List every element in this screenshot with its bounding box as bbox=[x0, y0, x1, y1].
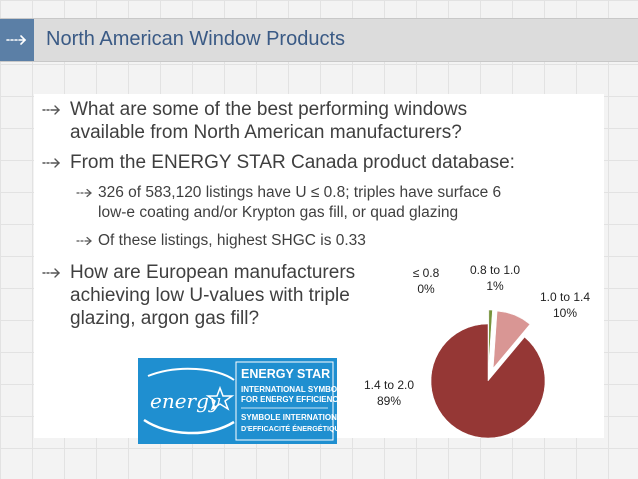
bullet-1-line-1: What are some of the best performing win… bbox=[70, 99, 468, 120]
logo-line-1: ENERGY STAR bbox=[241, 367, 330, 381]
logo-script: energy bbox=[150, 389, 221, 413]
logo-line-5: D'EFFICACITÉ ÉNERGÉTIQUE bbox=[241, 424, 337, 433]
logo-line-4: SYMBOLE INTERNATIONAL bbox=[241, 413, 337, 422]
bullet-3-line-1: 326 of 583,120 listings have U ≤ 0.8; tr… bbox=[98, 184, 502, 201]
arrow-bullet-icon bbox=[76, 236, 92, 246]
bullet-4: Of these listings, highest SHGC is 0.33 bbox=[76, 231, 366, 251]
arrow-bullet-icon bbox=[42, 105, 60, 115]
title-bar: North American Window Products bbox=[0, 18, 638, 62]
pie-label-0-8-1-0: 0.8 to 1.0 1% bbox=[462, 262, 528, 294]
arrow-icon bbox=[6, 35, 27, 45]
bullet-5-line-2: achieving low U-values with triple bbox=[70, 285, 350, 306]
bullet-5: How are European manufacturers achieving… bbox=[42, 261, 355, 330]
bullet-1-line-2: available from North American manufactur… bbox=[70, 122, 462, 143]
bullet-2-line-1: From the ENERGY STAR Canada product data… bbox=[70, 152, 515, 173]
logo-line-3: FOR ENERGY EFFICIENCY bbox=[241, 395, 337, 404]
arrow-bullet-icon bbox=[42, 268, 60, 278]
title-arrow-box bbox=[0, 19, 34, 61]
slide-title: North American Window Products bbox=[46, 28, 346, 50]
pie-label-1-0-1-4-range: 1.0 to 1.4 bbox=[539, 290, 591, 304]
pie-label-0-8-1-0-range: 0.8 to 1.0 bbox=[469, 263, 521, 277]
energy-star-logo-graphic: energy ENERGY STAR INTERNATIONAL SYMBOL … bbox=[138, 358, 348, 444]
bullet-1: What are some of the best performing win… bbox=[42, 98, 467, 144]
pie-label-1-0-1-4-pct: 10% bbox=[552, 306, 578, 320]
logo-line-2: INTERNATIONAL SYMBOL bbox=[241, 385, 337, 394]
bullet-3-line-2: low-e coating and/or Krypton gas fill, o… bbox=[98, 204, 459, 221]
pie-label-1-4-2-0-range: 1.4 to 2.0 bbox=[363, 378, 415, 392]
energy-star-logo: energy ENERGY STAR INTERNATIONAL SYMBOL … bbox=[138, 358, 348, 444]
pie-label-1-0-1-4: 1.0 to 1.4 10% bbox=[530, 289, 600, 321]
pie-label-0-8-1-0-pct: 1% bbox=[486, 279, 504, 293]
pie-label-1-4-2-0: 1.4 to 2.0 89% bbox=[358, 377, 420, 409]
bullet-5-line-1: How are European manufacturers bbox=[70, 262, 356, 283]
bullet-2: From the ENERGY STAR Canada product data… bbox=[42, 151, 515, 174]
pie-label-le-0-8: ≤ 0.8 0% bbox=[407, 265, 445, 297]
arrow-bullet-icon bbox=[42, 158, 60, 168]
arrow-bullet-icon bbox=[76, 188, 92, 198]
pie-label-le-0-8-pct: 0% bbox=[417, 282, 435, 296]
bullet-5-line-3: glazing, argon gas fill? bbox=[70, 308, 260, 329]
bullet-3: 326 of 583,120 listings have U ≤ 0.8; tr… bbox=[76, 183, 501, 223]
bullet-4-line-1: Of these listings, highest SHGC is 0.33 bbox=[98, 232, 366, 249]
pie-label-le-0-8-range: ≤ 0.8 bbox=[412, 266, 440, 280]
pie-label-1-4-2-0-pct: 89% bbox=[376, 394, 402, 408]
